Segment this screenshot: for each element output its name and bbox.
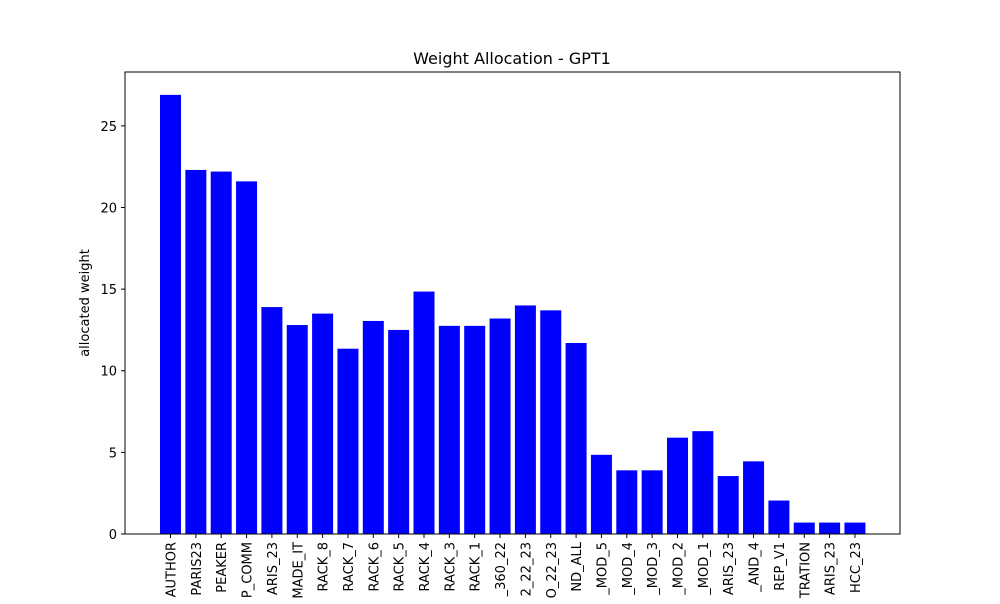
- x-tick-label: ARIS_23: [266, 542, 281, 595]
- x-tick-label: _MOD_5: [595, 542, 610, 596]
- x-tick-label: MADE_IT: [291, 542, 306, 599]
- y-tick-label: 5: [109, 446, 117, 461]
- x-tick-label: _MOD_3: [646, 542, 661, 596]
- x-tick-label: AUTHOR: [165, 542, 180, 597]
- bar: [413, 291, 435, 534]
- bars-group: [160, 94, 866, 534]
- bar: [743, 461, 765, 534]
- bar: [819, 522, 841, 534]
- y-tick-label: 25: [100, 120, 117, 135]
- bar: [590, 454, 612, 534]
- bar: [261, 307, 283, 534]
- x-tick-label: TRATION: [798, 542, 813, 599]
- bar: [464, 325, 486, 534]
- bar: [438, 325, 460, 534]
- y-tick-label: 10: [100, 365, 117, 380]
- x-tick-label: RACK_7: [342, 542, 357, 592]
- bar: [286, 325, 308, 534]
- y-tick-label: 15: [100, 283, 117, 298]
- x-tick-label: ND_ALL: [570, 541, 585, 591]
- x-tick-label: RACK_1: [469, 542, 484, 592]
- chart-title: Weight Allocation - GPT1: [413, 49, 611, 68]
- x-tick-label: _MOD_1: [697, 542, 712, 596]
- bar: [160, 94, 181, 534]
- x-tick-label: RACK_6: [367, 542, 382, 592]
- y-axis: 0 5 10 15 20 25: [100, 120, 125, 543]
- x-tick-label: REP_V1: [773, 542, 788, 591]
- x-tick-label: RACK_3: [443, 542, 458, 592]
- x-tick-label: ARIS_23: [722, 542, 737, 595]
- x-tick-label: _MOD_2: [672, 542, 687, 596]
- x-tick-label: _AND_4: [748, 542, 763, 593]
- bar: [717, 476, 739, 534]
- x-tick-label: _MOD_4: [621, 542, 636, 596]
- bar: [210, 171, 232, 534]
- x-tick-label: ARIS_23: [824, 542, 839, 595]
- bar: [844, 522, 866, 534]
- bar: [667, 437, 688, 534]
- y-tick-label: 0: [109, 528, 117, 543]
- bar: [540, 310, 562, 534]
- bar: [565, 342, 587, 534]
- x-tick-label: O_22_23: [545, 542, 560, 598]
- bar: [388, 329, 410, 534]
- bar: [362, 320, 384, 534]
- x-tick-label: RACK_8: [317, 542, 332, 592]
- bar: [185, 169, 207, 534]
- x-axis: AUTHOR PARIS23 PEAKER P_COMM ARIS_23 MADE_IT R…: [165, 534, 864, 599]
- y-tick-label: 20: [100, 201, 117, 216]
- x-tick-label: PARIS23: [190, 542, 205, 596]
- bar: [641, 470, 663, 534]
- bar: [514, 305, 536, 534]
- x-tick-label: P_COMM: [241, 542, 256, 598]
- plot-frame: [124, 71, 901, 535]
- bar: [692, 431, 714, 534]
- x-tick-label: 2_22_23: [519, 542, 534, 596]
- x-tick-label: RACK_4: [418, 542, 433, 592]
- x-tick-label: HCC_23: [849, 542, 864, 593]
- bar: [236, 181, 258, 534]
- bar: [768, 500, 790, 534]
- bar: [616, 470, 638, 534]
- bar: [793, 522, 815, 534]
- x-tick-label: PEAKER: [215, 542, 230, 593]
- x-tick-label: RACK_5: [393, 542, 408, 592]
- x-tick-label: _360_22: [494, 542, 509, 597]
- y-axis-label: allocated weight: [78, 249, 93, 357]
- bar: [337, 348, 359, 534]
- bar: [489, 318, 511, 534]
- bar: [312, 313, 334, 534]
